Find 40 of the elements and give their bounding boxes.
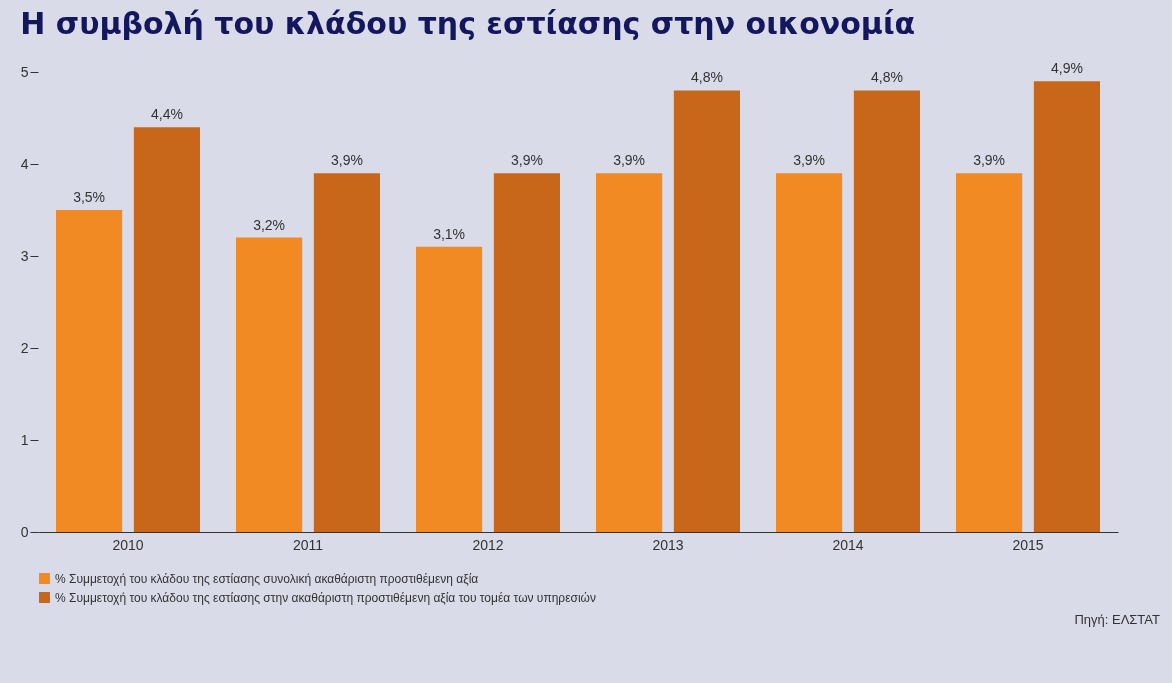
x-tick-label: 2011 — [292, 536, 324, 553]
legend-label: % Συμμετοχή του κλάδου της εστίασης συνολική ακαθάριστη προστιθέμενη αξία — [55, 571, 479, 586]
bar — [673, 90, 740, 532]
data-label: 3,1% — [433, 225, 466, 242]
x-tick-label: 2015 — [1012, 536, 1044, 553]
bar — [493, 173, 560, 532]
data-label: 4,8% — [870, 69, 903, 86]
bar — [313, 173, 380, 532]
bar — [236, 237, 303, 532]
data-label: 3,9% — [793, 152, 826, 169]
bar — [776, 173, 843, 532]
data-label: 4,4% — [150, 106, 183, 123]
y-tick-label: 1 — [20, 431, 29, 448]
text: Πηγή: ΕΛΣΤΑΤ — [1074, 612, 1160, 627]
y-tick-label: 0 — [20, 523, 29, 540]
bar — [133, 127, 200, 532]
y-tick-label: 4 — [20, 155, 29, 172]
bar — [596, 173, 663, 532]
chart-title: Η συμβολή του κλάδου της εστίασης στην οικονομία — [20, 6, 916, 42]
data-label: 3,9% — [613, 152, 646, 169]
data-label: 3,5% — [73, 189, 106, 205]
x-tick-label: 2012 — [472, 536, 504, 553]
data-label: 3,9% — [973, 152, 1006, 169]
x-tick-label: 2010 — [112, 536, 144, 553]
legend-label: % Συμμετοχή του κλάδου της εστίασης στην ακαθάριστη προστιθέμενη αξία του τομέα των υπηρεσιών — [55, 590, 596, 605]
y-tick-label: 5 — [20, 63, 29, 80]
bar — [853, 90, 920, 532]
data-label: 3,9% — [510, 152, 543, 169]
bar — [1033, 81, 1100, 532]
data-label: 4,9% — [1050, 60, 1083, 77]
data-label: 3,9% — [330, 152, 363, 169]
y-tick-label: 3 — [20, 247, 29, 264]
bar — [416, 246, 483, 532]
x-tick-label: 2013 — [652, 536, 684, 553]
y-tick-label: 2 — [20, 339, 29, 356]
bar — [56, 210, 123, 532]
x-tick-label: 2014 — [832, 536, 864, 553]
data-label: 3,2% — [253, 216, 286, 233]
data-label: 4,8% — [690, 69, 723, 86]
bar — [956, 173, 1023, 532]
